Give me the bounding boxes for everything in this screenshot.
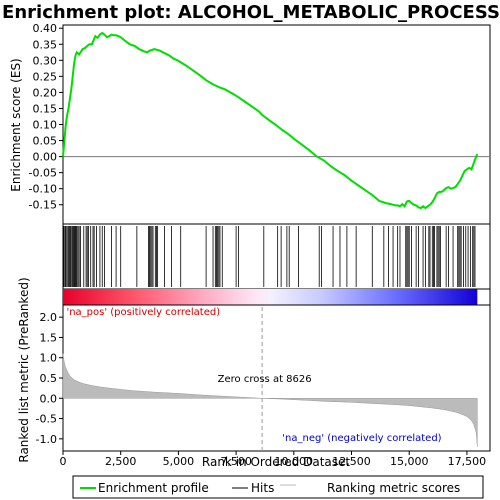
metric-y-tick-label: -1.0 [36, 433, 57, 446]
legend-metric-label: Ranking metric scores [327, 481, 460, 495]
es-y-tick-label: 0.10 [33, 119, 58, 132]
metric-y-tick-label: 1.5 [40, 331, 58, 344]
x-tick-label: 2,500 [105, 455, 137, 468]
es-y-tick-label: 0.25 [33, 70, 58, 83]
metric-y-tick-label: 2.0 [40, 311, 58, 324]
x-tick-label: 17,500 [448, 455, 487, 468]
ranking-heatmap-bar [63, 289, 478, 305]
es-y-tick-label: 0.05 [33, 135, 58, 148]
metric-y-axis-label: Ranked list metric (PreRanked) [17, 277, 31, 462]
x-tick-label: 10,000 [275, 455, 314, 468]
x-tick-label: 5,000 [163, 455, 195, 468]
x-tick-label: 7,500 [220, 455, 252, 468]
metric-y-axis: 2.0 1.5 1.0 0.5 0.0 -0.5 -1.0 [36, 311, 63, 446]
positive-correlation-label: 'na_pos' (positively correlated) [66, 307, 220, 318]
legend-profile-label: Enrichment profile [98, 481, 209, 495]
ranking-metric-area [62, 353, 478, 447]
x-tick-label: 12,500 [332, 455, 371, 468]
es-y-tick-label: 0.30 [33, 54, 58, 67]
es-y-axis: 0.40 0.35 0.30 0.25 0.20 0.15 0.10 0.05 0.00 -0.0… [29, 22, 63, 212]
enrichment-profile-line [62, 31, 479, 210]
es-y-tick-label: 0.40 [33, 22, 58, 35]
legend-frame [72, 475, 484, 499]
hits-panel-frame [62, 223, 491, 290]
x-tick-label: 0 [60, 455, 67, 468]
metric-y-tick-label: 1.0 [40, 352, 58, 365]
x-tick-label: 15,000 [390, 455, 429, 468]
hits-marks [63, 226, 476, 287]
es-y-axis-label: Enrichment score (ES) [9, 58, 23, 191]
es-y-tick-label: -0.10 [29, 183, 57, 196]
chart-title: Enrichment plot: ALCOHOL_METABOLIC_PROCE… [2, 2, 500, 23]
negative-correlation-label: 'na_neg' (negatively correlated) [282, 433, 441, 444]
es-y-tick-label: -0.15 [29, 199, 57, 212]
legend-hits-label: Hits [251, 481, 274, 495]
es-y-tick-label: 0.35 [33, 38, 58, 51]
x-axis: 0 2,500 5,000 7,500 10,000 12,500 15,000 17,500 [60, 451, 487, 468]
metric-plot-frame [62, 304, 491, 452]
legend: Enrichment profile Hits Ranking metric s… [72, 475, 484, 499]
es-y-tick-label: 0.15 [33, 102, 58, 115]
metric-y-tick-label: -0.5 [36, 413, 57, 426]
es-y-tick-label: 0.00 [33, 151, 58, 164]
zero-cross-label: Zero cross at 8626 [218, 374, 312, 385]
metric-y-tick-label: 0.0 [40, 392, 58, 405]
es-y-tick-label: 0.20 [33, 86, 58, 99]
metric-y-tick-label: 0.5 [40, 372, 58, 385]
x-axis-label: Rank in Ordered Dataset [202, 455, 350, 469]
es-y-tick-label: -0.05 [29, 167, 57, 180]
